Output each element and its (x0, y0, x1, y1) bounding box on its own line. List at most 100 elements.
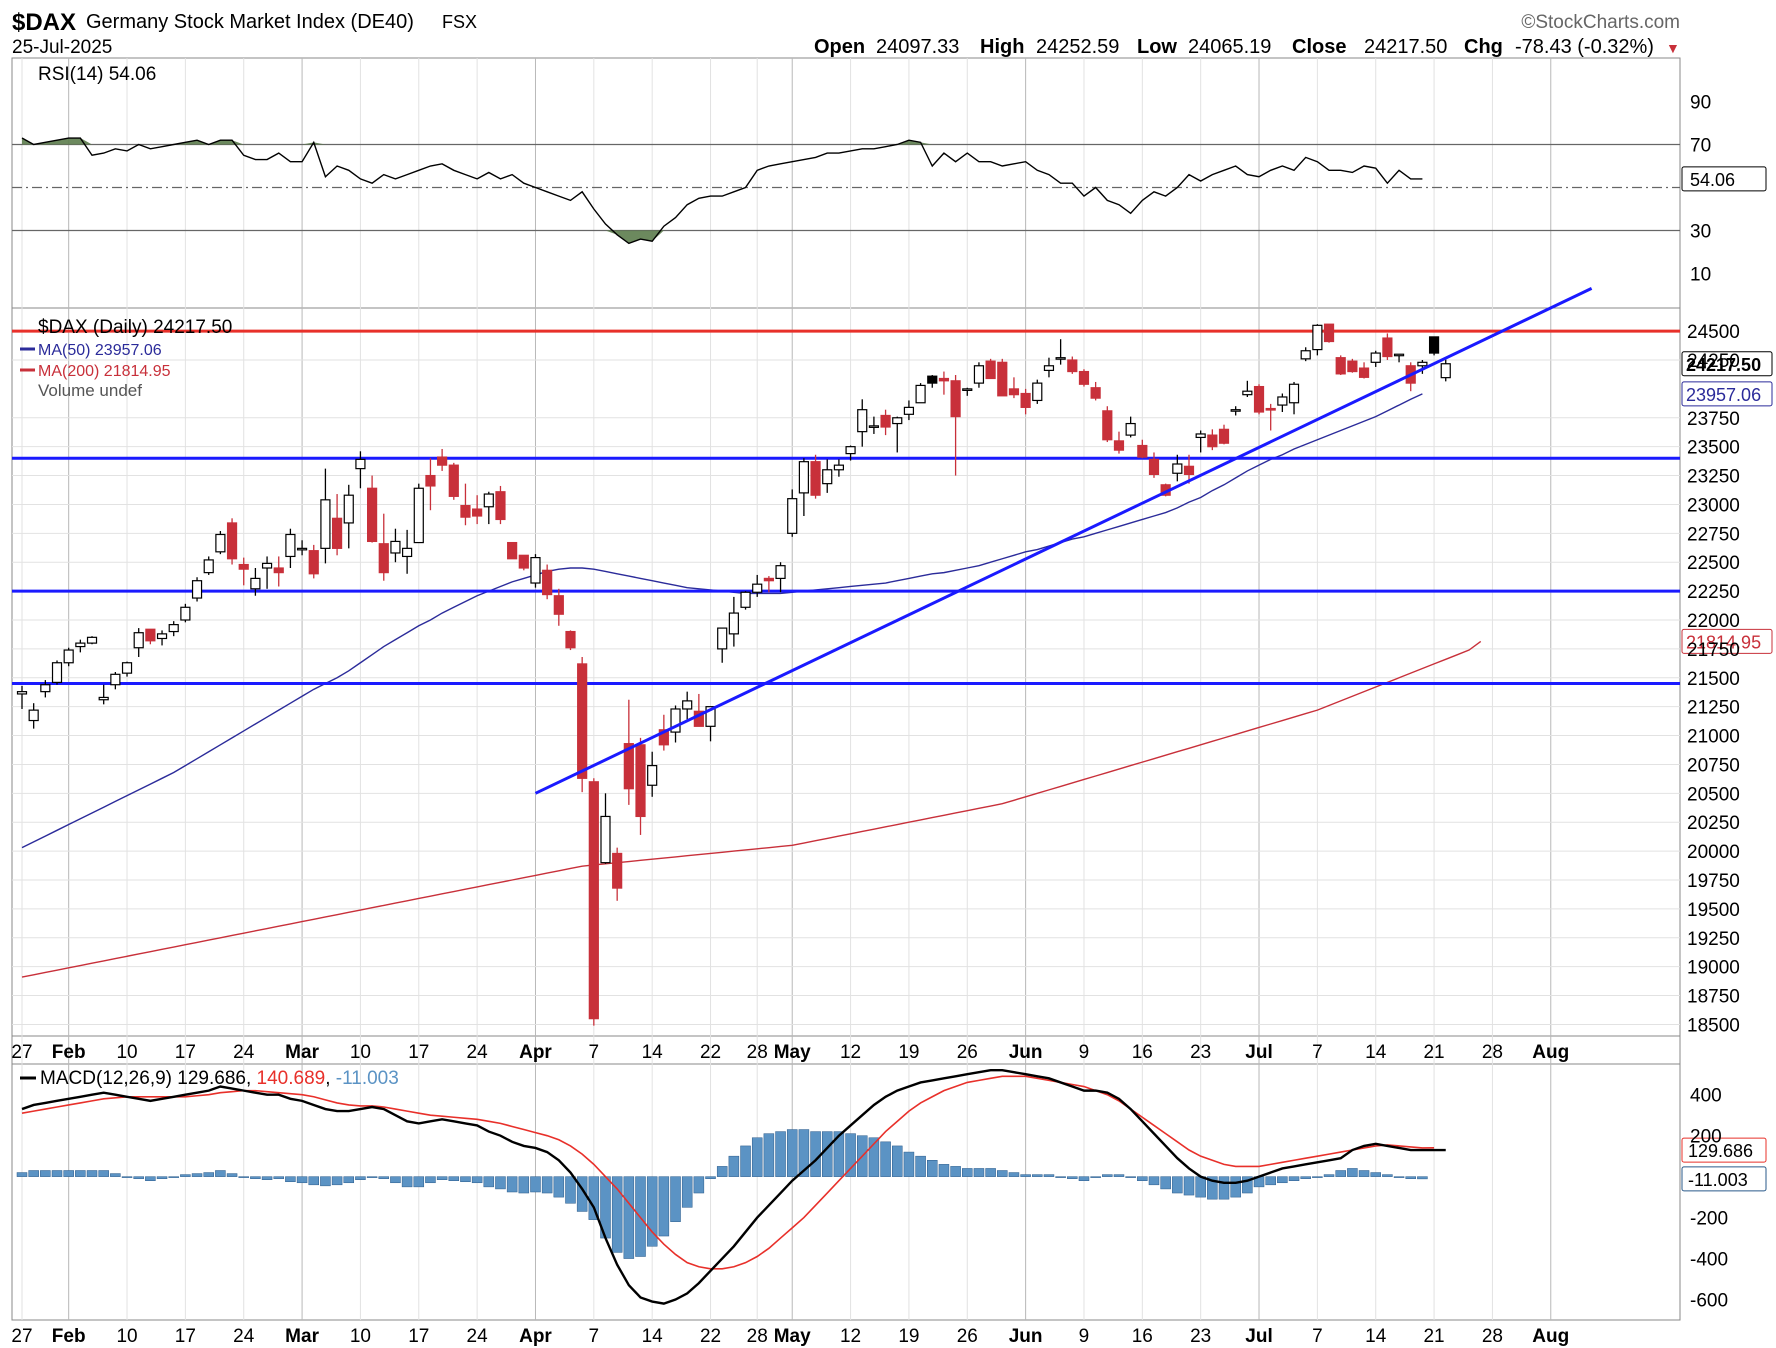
y-tick-label: 21250 (1687, 698, 1740, 719)
candle-body (156, 633, 168, 640)
y-tick-label: 24500 (1687, 322, 1740, 343)
candle-body (437, 456, 448, 466)
high-value: 24252.59 (1036, 36, 1119, 58)
macd-histogram-bar (646, 1176, 658, 1247)
candle-body (903, 406, 915, 415)
candle-body (938, 377, 950, 382)
candle-body (226, 522, 238, 560)
macd-histogram-bar (226, 1173, 238, 1177)
y-tick-label: 24250 (1687, 351, 1740, 372)
candle-body (390, 540, 401, 554)
macd-histogram-bar (28, 1170, 39, 1177)
candle-body (822, 469, 833, 485)
chart-date: 25-Jul-2025 (12, 37, 112, 58)
macd-histogram-bar (1102, 1174, 1113, 1177)
macd-histogram-bar (168, 1176, 179, 1178)
rsi-oversold-fill (22, 230, 1446, 244)
x-tick-label-bottom: Apr (519, 1326, 552, 1347)
x-tick-label: 12 (840, 1042, 861, 1063)
candle-body (647, 764, 658, 786)
grid (12, 58, 1680, 1320)
macd-histogram-bar (1032, 1174, 1043, 1177)
y-tick-label: 19500 (1687, 900, 1740, 921)
macd-histogram-bar (1382, 1174, 1393, 1177)
x-tick-label: Aug (1532, 1042, 1569, 1063)
macd-histogram-bar (483, 1176, 495, 1188)
macd-histogram-bar (296, 1176, 308, 1184)
candle-body (483, 493, 494, 508)
candle-body (40, 684, 51, 693)
candle-body (927, 375, 938, 384)
candle-body (507, 541, 518, 560)
chg-label: Chg (1464, 36, 1503, 58)
y-tick-label: 21000 (1687, 727, 1740, 748)
macd-title: MACD(12,26,9) 129.686, 140.689, -11.003 (40, 1068, 399, 1089)
macd-histogram-bar (880, 1141, 891, 1177)
x-tick-label: 28 (747, 1042, 768, 1063)
candle-body (1230, 409, 1241, 412)
candle-body (261, 562, 273, 569)
candle-body (238, 563, 249, 570)
candle-body (168, 624, 179, 633)
candle-body (1055, 357, 1066, 360)
x-tick-label-bottom: 9 (1079, 1326, 1090, 1347)
candle-body (530, 556, 541, 584)
macd-histogram-bar (1160, 1176, 1171, 1190)
close-value: 24217.50 (1364, 36, 1447, 58)
macd-histogram-bar (215, 1170, 226, 1177)
macd-histogram-bar (623, 1176, 635, 1259)
macd-histogram-bar (1323, 1174, 1335, 1177)
y-tick-label: 22000 (1687, 611, 1740, 632)
chg-value: -78.43 (-0.32%) (1515, 36, 1654, 58)
macd-histogram-bar (413, 1176, 425, 1188)
y-tick-label: 21500 (1687, 669, 1740, 690)
hist-value-tag: -11.003 (1688, 1170, 1748, 1190)
candle-body (950, 380, 961, 418)
macd-histogram-bar (506, 1176, 518, 1193)
x-tick-label: 17 (408, 1042, 429, 1063)
x-tick-label: May (774, 1042, 811, 1063)
macd-histogram-bar (133, 1176, 144, 1179)
x-tick-label-bottom: 16 (1132, 1326, 1153, 1347)
x-tick-label-bottom: 12 (840, 1326, 861, 1347)
candle-body (588, 781, 599, 1020)
x-tick-label: 23 (1190, 1042, 1211, 1063)
macd-legend-label: MACD(12,26,9) (40, 1068, 177, 1089)
x-tick-label: Feb (52, 1042, 86, 1063)
rsi-title: RSI(14) 54.06 (38, 64, 156, 85)
macd-legend-sep-2: , (325, 1068, 336, 1089)
macd-histogram-bar (98, 1170, 109, 1177)
macd-histogram-bar (1172, 1176, 1183, 1194)
x-tick-label-bottom: 26 (957, 1326, 978, 1347)
candle-body (203, 559, 214, 574)
macd-histogram-bar (553, 1176, 565, 1198)
candle-body (1067, 359, 1078, 373)
candle-body (133, 632, 144, 649)
candle-body (1335, 357, 1346, 375)
candle-body (1382, 337, 1393, 358)
candle-body (121, 662, 133, 674)
macd-histogram-bar (670, 1176, 681, 1222)
candle-body (577, 663, 588, 779)
x-tick-label-bottom: 21 (1423, 1326, 1444, 1347)
candle-body (985, 360, 996, 380)
macd-histogram-bar (1008, 1172, 1020, 1177)
candle-body (1078, 370, 1090, 385)
macd-histogram-bar (273, 1176, 284, 1179)
y-tick-label: 19750 (1687, 871, 1740, 892)
candle-body (1125, 422, 1136, 436)
candle-body (600, 815, 611, 864)
x-tick-label-bottom: May (774, 1326, 811, 1347)
macd-histogram-bar (868, 1137, 880, 1177)
candle-body (1137, 444, 1148, 458)
x-tick-label-bottom: 23 (1190, 1326, 1211, 1347)
axes: 27 27 Feb Feb 10 10 17 17 24 24 Mar Mar 10 10 17 17 24 24… (11, 93, 1739, 1348)
candle-body (1113, 440, 1125, 451)
candle-body (752, 583, 763, 593)
candle-body (915, 384, 926, 404)
candle-body (1032, 382, 1043, 402)
ma50-legend: MA(50) 23957.06 (38, 342, 162, 359)
candle-body (1148, 458, 1160, 475)
candle-body (1265, 407, 1276, 411)
y-tick-label: 20250 (1687, 813, 1740, 834)
